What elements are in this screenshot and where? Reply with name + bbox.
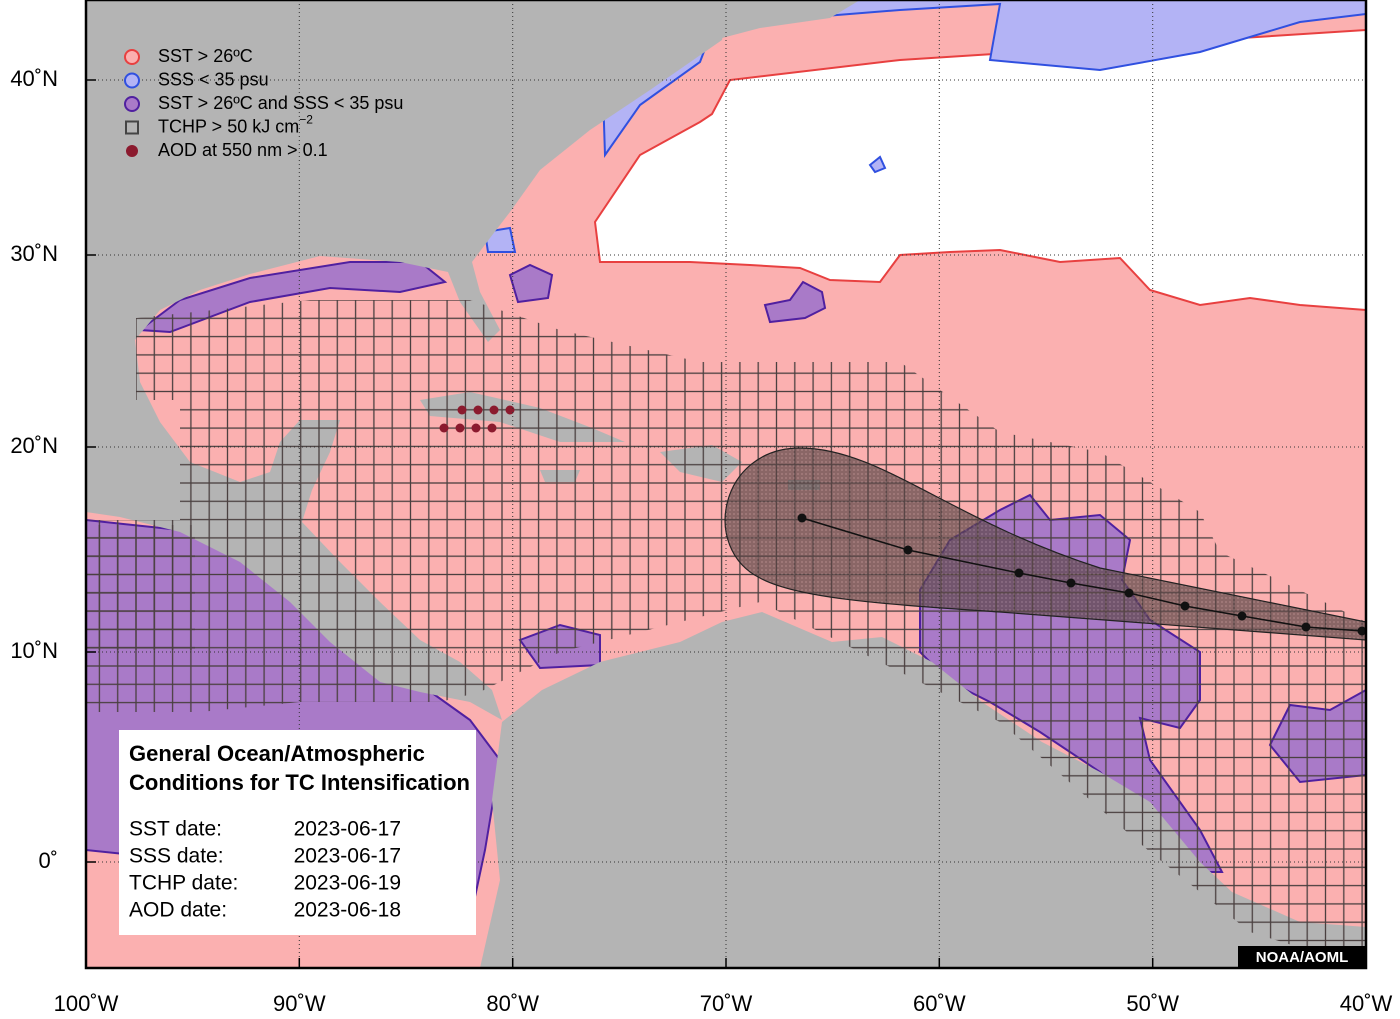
x-tick-label: 60˚W [913, 991, 966, 1016]
track-point [903, 545, 913, 555]
info-box [119, 730, 476, 935]
track-point [1066, 578, 1076, 588]
legend-item: SSS < 35 psu [124, 69, 269, 89]
legend-label-text: TCHP > 50 kJ cm [158, 116, 299, 136]
purple-bermuda [763, 280, 827, 324]
aod-dot [471, 423, 481, 433]
track-point [1237, 611, 1247, 621]
track-points [797, 513, 1366, 636]
aod-dot [487, 423, 497, 433]
info-title: Conditions for TC Intensification [129, 770, 470, 795]
track-point [1301, 622, 1311, 632]
x-tick-label: 50˚W [1126, 991, 1179, 1016]
land-south-america [480, 612, 1366, 968]
sss-small [868, 155, 887, 174]
track-point [797, 513, 807, 523]
y-tick-label: 30˚N [10, 241, 58, 266]
x-tick-label: 90˚W [273, 991, 326, 1016]
legend-symbol [124, 49, 140, 65]
legend-symbol [124, 96, 140, 112]
aod-dot [489, 405, 499, 415]
aod-dot [455, 423, 465, 433]
track-point [1124, 588, 1134, 598]
date-value: 2023-06-18 [294, 899, 401, 922]
legend-label-text: SST > 26ºC and SSS < 35 psu [158, 93, 403, 113]
track-point [1014, 568, 1024, 578]
x-tick-label: 70˚W [700, 991, 753, 1016]
date-label: SSS date: [129, 845, 224, 868]
map-area [86, 0, 1366, 968]
legend-label: TCHP > 50 kJ cm−2 [158, 113, 313, 137]
legend-label: SST > 26ºC and SSS < 35 psu [158, 93, 403, 113]
aod-dot [473, 405, 483, 415]
legend-superscript: −2 [299, 113, 313, 127]
y-tick-label: 0˚ [38, 848, 58, 873]
axes: 100˚W 90˚W 80˚W 70˚W 60˚W 50˚W 40˚W 40˚N 30˚N 20˚… [10, 66, 1392, 1016]
legend-label: AOD at 550 nm > 0.1 [158, 140, 328, 160]
aod-dot [439, 423, 449, 433]
credit-box [1238, 946, 1366, 968]
legend-item: AOD at 550 nm > 0.1 [126, 140, 328, 160]
legend-label-text: SSS < 35 psu [158, 69, 269, 89]
x-tick-label: 100˚W [54, 991, 119, 1016]
legend-item: SST > 26ºC and SSS < 35 psu [124, 93, 403, 113]
date-label: AOD date: [129, 899, 227, 922]
land-nova-scotia [722, 0, 860, 38]
legend-item: SST > 26ºC [124, 46, 253, 66]
legend-item: TCHP > 50 kJ cm−2 [125, 113, 313, 137]
date-label: SST date: [129, 818, 222, 841]
aod-dots [439, 405, 515, 433]
legend-symbol [124, 72, 140, 89]
legend-label: SSS < 35 psu [158, 69, 269, 89]
legend-symbol [126, 145, 138, 157]
tchp-region [86, 300, 1366, 968]
legend-label: SST > 26ºC [158, 46, 253, 66]
tchp-pacific [86, 525, 195, 650]
track-point [1180, 601, 1190, 611]
x-tick-label: 80˚W [486, 991, 539, 1016]
purple-bahamas [508, 263, 554, 304]
x-tick-label: 40˚W [1340, 991, 1393, 1016]
date-value: 2023-06-17 [294, 818, 401, 841]
date-value: 2023-06-19 [294, 872, 401, 895]
graticule [86, 0, 1366, 968]
info-title: General Ocean/Atmospheric [129, 741, 425, 766]
legend-label-text: AOD at 550 nm > 0.1 [158, 140, 328, 160]
aod-dot [505, 405, 515, 415]
date-value: 2023-06-17 [294, 845, 401, 868]
y-tick-label: 20˚N [10, 433, 58, 458]
cool-ocean [593, 28, 1366, 312]
credit: NOAA/AOML [1256, 949, 1349, 966]
legend: SST > 26ºC SSS < 35 psu SST > 26ºC and SSS… [124, 46, 403, 160]
legend-label-text: SST > 26ºC [158, 46, 253, 66]
track-point [1357, 626, 1366, 636]
y-tick-label: 10˚N [10, 638, 58, 663]
date-label: TCHP date: [129, 872, 238, 895]
legend-symbol [125, 120, 139, 135]
aod-dot [457, 405, 467, 415]
y-tick-label: 40˚N [10, 66, 58, 91]
info-text: General Ocean/Atmospheric Conditions for … [129, 741, 470, 922]
